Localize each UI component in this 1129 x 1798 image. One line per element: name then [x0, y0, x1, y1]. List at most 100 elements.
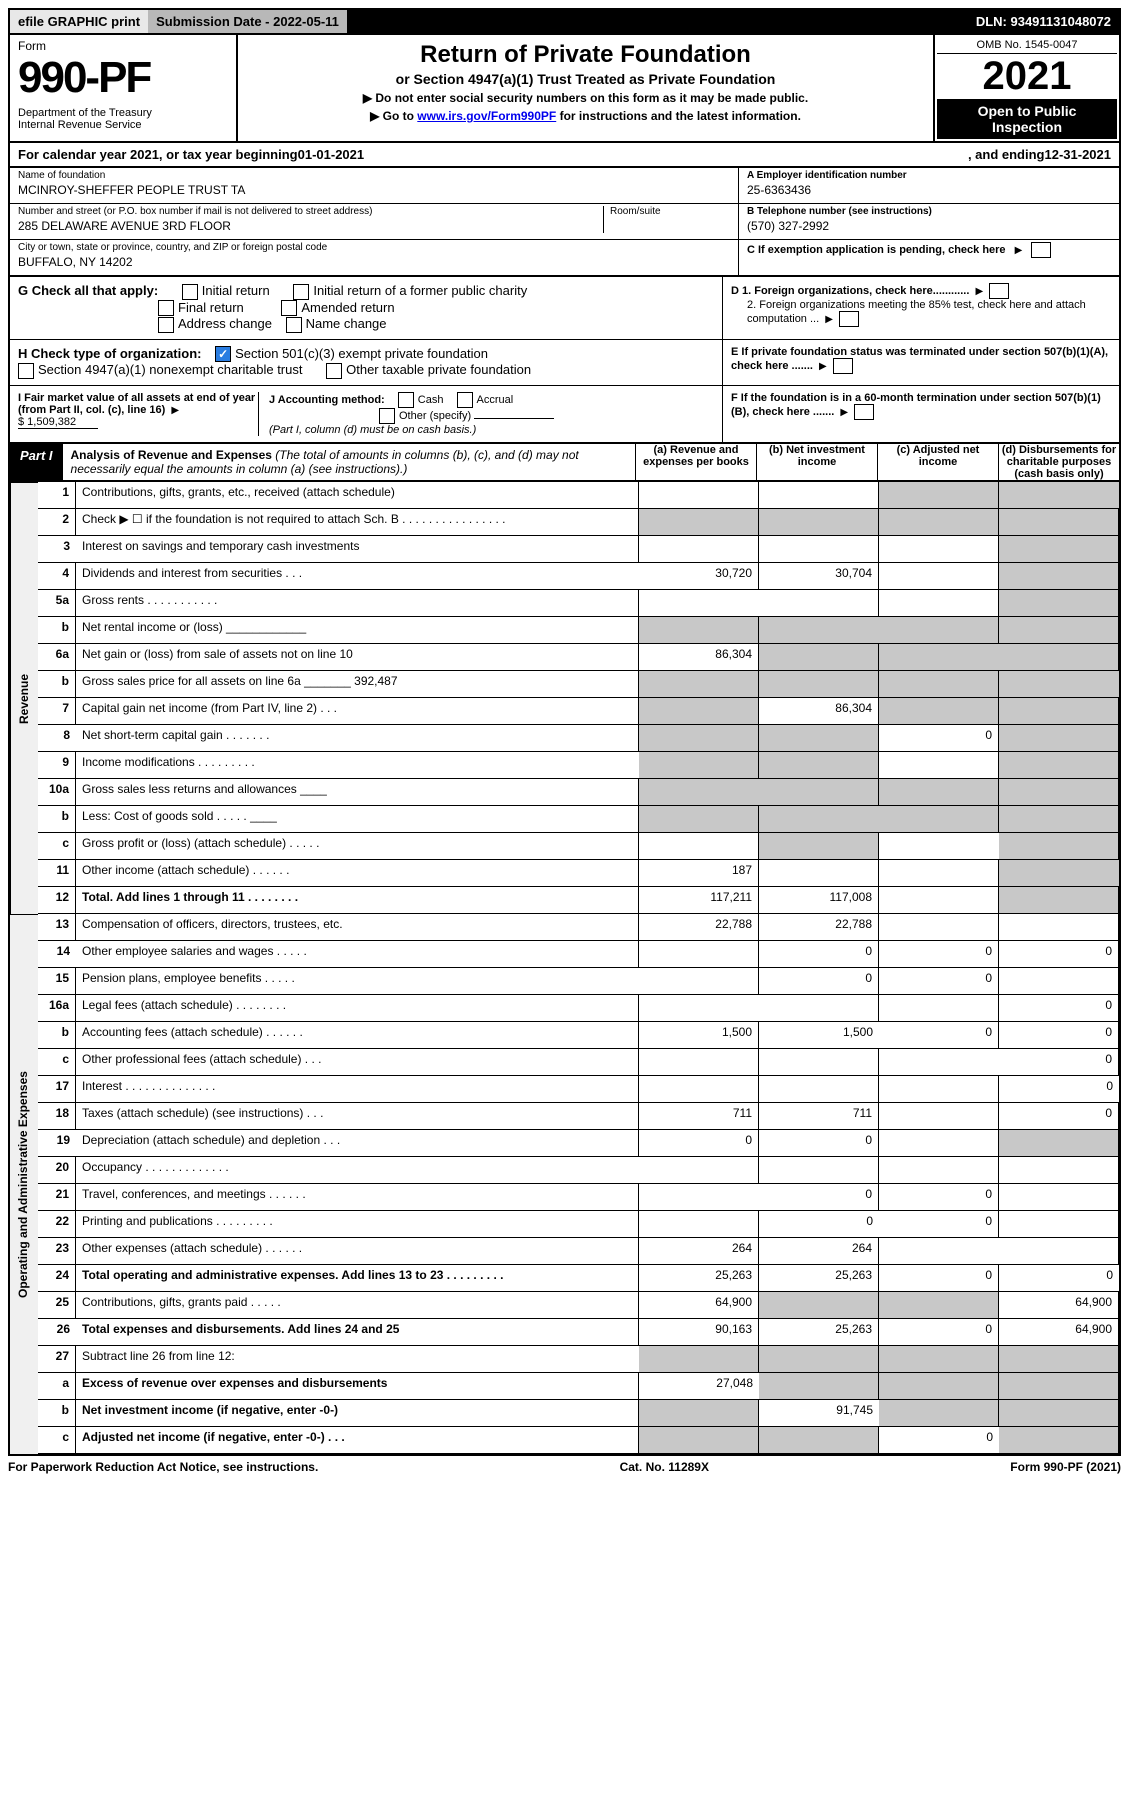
cell-11-dd	[999, 860, 1119, 887]
initial-return-checkbox[interactable]	[182, 284, 198, 300]
cell-1-c	[879, 482, 999, 509]
amended-return-checkbox[interactable]	[281, 300, 297, 316]
cell-c-c	[879, 833, 999, 860]
cell-4-b: 30,704	[759, 563, 879, 590]
final-return-checkbox[interactable]	[158, 300, 174, 316]
cell-c-dd	[999, 833, 1119, 860]
cell-c-c	[879, 1049, 999, 1076]
line-number: 1	[38, 482, 76, 509]
cash-checkbox[interactable]	[398, 392, 414, 408]
cell-19-dd	[999, 1130, 1119, 1157]
calendar-year-row: For calendar year 2021, or tax year begi…	[8, 143, 1121, 168]
line-number: c	[38, 1049, 76, 1076]
cell-8-c: 0	[879, 725, 999, 752]
form-title-block: Return of Private Foundation or Section …	[238, 35, 933, 141]
exemption-pending-checkbox[interactable]	[1031, 242, 1051, 258]
cell-b-c	[879, 1400, 999, 1427]
line-description: Less: Cost of goods sold . . . . . ____	[76, 806, 639, 833]
top-bar: efile GRAPHIC print Submission Date - 20…	[8, 8, 1121, 35]
cell-15-a	[639, 968, 759, 995]
open-inspection: Open to Public Inspection	[937, 99, 1117, 139]
cell-18-c	[879, 1103, 999, 1130]
form-header: Form 990-PF Department of the Treasury I…	[8, 35, 1121, 143]
cell-8-dd	[999, 725, 1119, 752]
cell-3-a	[639, 536, 759, 563]
accrual-checkbox[interactable]	[457, 392, 473, 408]
e-checkbox[interactable]	[833, 358, 853, 374]
cell-23-b: 264	[759, 1238, 879, 1265]
cell-20-c	[879, 1157, 999, 1184]
cell-16a-b	[759, 995, 879, 1022]
cell-c-a	[639, 1049, 759, 1076]
cell-c-dd	[999, 1427, 1119, 1454]
cell-6a-a: 86,304	[639, 644, 759, 671]
cell-8-b	[759, 725, 879, 752]
arrow-icon	[837, 406, 851, 418]
line-number: 12	[38, 887, 76, 914]
line-number: b	[38, 671, 76, 698]
initial-former-checkbox[interactable]	[293, 284, 309, 300]
cell-15-b: 0	[759, 968, 879, 995]
f-checkbox[interactable]	[854, 404, 874, 420]
cell-23-c	[879, 1238, 999, 1265]
part-label: Part I	[10, 444, 63, 480]
arrow-icon	[972, 285, 986, 297]
cell-24-c: 0	[879, 1265, 999, 1292]
cell-b-dd	[999, 806, 1119, 833]
cell-b-c	[879, 806, 999, 833]
line-description: Other expenses (attach schedule) . . . .…	[76, 1238, 639, 1265]
cell-b-c: 0	[879, 1022, 999, 1049]
arrow-icon	[168, 404, 182, 416]
other-taxable-checkbox[interactable]	[326, 363, 342, 379]
efile-badge: efile GRAPHIC print	[10, 10, 148, 33]
501c3-checkbox[interactable]	[215, 346, 231, 362]
city-cell: City or town, state or province, country…	[10, 240, 738, 275]
line-number: 8	[38, 725, 76, 752]
h-check-block: H Check type of organization: Section 50…	[10, 340, 723, 385]
cell-22-a	[639, 1211, 759, 1238]
form-note-2: ▶ Go to www.irs.gov/Form990PF for instru…	[248, 109, 923, 123]
cell-22-b: 0	[759, 1211, 879, 1238]
cell-10a-a	[639, 779, 759, 806]
line-number: 19	[38, 1130, 76, 1157]
4947a1-checkbox[interactable]	[18, 363, 34, 379]
cell-5a-b	[759, 590, 879, 617]
form-title: Return of Private Foundation	[248, 41, 923, 69]
ein: 25-6363436	[747, 183, 1111, 197]
cell-22-dd	[999, 1211, 1119, 1238]
foreign-85-checkbox[interactable]	[839, 311, 859, 327]
arrow-icon	[822, 313, 836, 325]
name-change-checkbox[interactable]	[286, 317, 302, 333]
line-description: Occupancy . . . . . . . . . . . . .	[76, 1157, 639, 1184]
other-method-checkbox[interactable]	[379, 408, 395, 424]
cell-14-a	[639, 941, 759, 968]
line-description: Other professional fees (attach schedule…	[76, 1049, 639, 1076]
cell-19-b: 0	[759, 1130, 879, 1157]
cell-25-a: 64,900	[639, 1292, 759, 1319]
cell-1-dd	[999, 482, 1119, 509]
foreign-org-checkbox[interactable]	[989, 283, 1009, 299]
cell-a-dd	[999, 1373, 1119, 1400]
cell-8-a	[639, 725, 759, 752]
d-block: D 1. Foreign organizations, check here..…	[723, 277, 1119, 339]
cell-b-b	[759, 806, 879, 833]
cell-17-b	[759, 1076, 879, 1103]
cell-20-dd	[999, 1157, 1119, 1184]
cell-b-dd	[999, 671, 1119, 698]
instructions-link[interactable]: www.irs.gov/Form990PF	[417, 109, 556, 123]
address-change-checkbox[interactable]	[158, 317, 174, 333]
cell-7-b: 86,304	[759, 698, 879, 725]
line-description: Printing and publications . . . . . . . …	[76, 1211, 639, 1238]
line-number: 26	[38, 1319, 76, 1346]
line-number: 17	[38, 1076, 76, 1103]
cell-b-a	[639, 1400, 759, 1427]
department: Department of the Treasury Internal Reve…	[18, 107, 228, 131]
cell-4-dd	[999, 563, 1119, 590]
line-number: 3	[38, 536, 76, 563]
line-description: Taxes (attach schedule) (see instruction…	[76, 1103, 639, 1130]
cell-13-c	[879, 914, 999, 941]
cell-26-dd: 64,900	[999, 1319, 1119, 1346]
cell-10a-dd	[999, 779, 1119, 806]
line-number: 14	[38, 941, 76, 968]
cell-c-a	[639, 833, 759, 860]
